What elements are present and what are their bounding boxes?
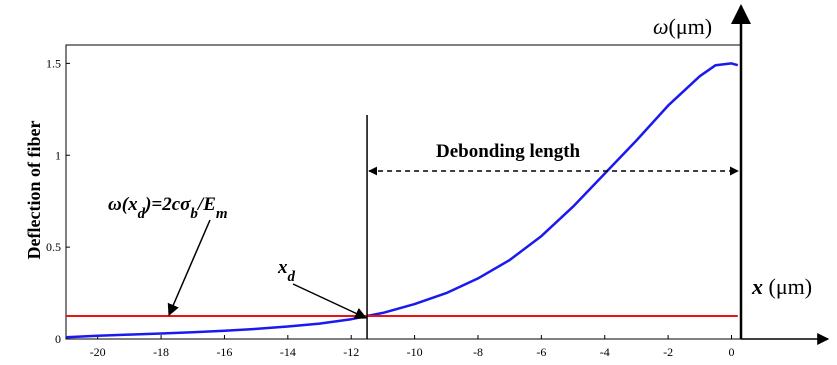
x-tick-label: -18 [153, 345, 169, 359]
x-axis-title: x (μm) [751, 274, 812, 299]
x-tick-label: -14 [280, 345, 296, 359]
y-tick-label: 0 [55, 332, 61, 346]
x-tick-label: -16 [216, 345, 232, 359]
condition-pointer-arrow [167, 219, 211, 317]
y-tick-label: 1.5 [46, 56, 61, 70]
condition-label: ω(xd)=2cσb/Em [108, 194, 228, 222]
x-tick-label: -8 [473, 345, 483, 359]
x-tick-label: -10 [407, 345, 423, 359]
plot-frame [65, 44, 742, 340]
omega-axis-title: ω(μm) [653, 14, 712, 39]
tick-group: -20 -18 -16 -14 -12 -10 -8 -6 -4 -2 000.511.5 [46, 56, 734, 359]
debonding-length-label: Debonding length [436, 141, 581, 162]
y-tick-label: 0.5 [46, 240, 61, 254]
x-tick-label: -4 [600, 345, 610, 359]
xd-label: xd [277, 257, 296, 285]
x-tick-label: -20 [90, 345, 106, 359]
deflection-curve-line [65, 62, 739, 339]
x-tick-label: -6 [536, 345, 546, 359]
x-tick-label: -12 [343, 345, 359, 359]
x-tick-label: -2 [663, 345, 673, 359]
y-tick-label: 1 [55, 148, 61, 162]
x-tick-label: 0 [728, 345, 734, 359]
xd-pointer-arrow [292, 283, 368, 319]
y-axis-label: Deflection of fiber [24, 121, 44, 260]
